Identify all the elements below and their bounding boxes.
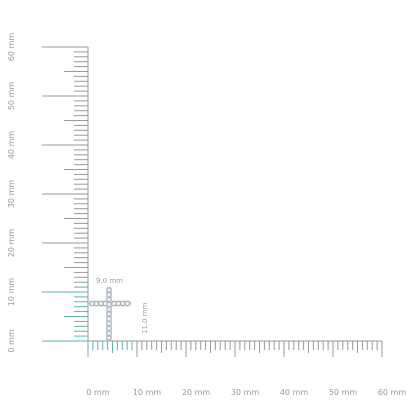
diamond-stone-icon bbox=[106, 325, 112, 331]
horizontal-ruler-label: 30 mm bbox=[231, 388, 260, 397]
product-height-label: 11.0 mm bbox=[141, 302, 149, 334]
diamond-stone-icon bbox=[89, 301, 95, 306]
vertical-ruler-label: 60 mm bbox=[7, 33, 16, 62]
horizontal-ruler-labels: 0 mm 10 mm 20 mm 30 mm 40 mm 50 mm 60 mm bbox=[86, 388, 406, 397]
diamond-stone-icon bbox=[106, 292, 112, 298]
diamond-stone-icon bbox=[116, 301, 121, 306]
horizontal-ruler-label: 0 mm bbox=[86, 388, 109, 397]
horizontal-ruler-label: 60 mm bbox=[378, 388, 407, 397]
vertical-ruler-label: 30 mm bbox=[7, 180, 16, 209]
diamond-stone-icon bbox=[106, 297, 112, 302]
diamond-stone-icon bbox=[106, 330, 112, 336]
vertical-ruler-label: 20 mm bbox=[7, 229, 16, 258]
diamond-stone-icon bbox=[106, 316, 112, 322]
horizontal-ruler-label: 50 mm bbox=[329, 388, 358, 397]
diamond-stone-icon bbox=[120, 301, 126, 306]
vertical-ruler-label: 0 mm bbox=[7, 329, 16, 352]
vertical-ruler-label: 10 mm bbox=[7, 278, 16, 307]
diamond-stone-icon bbox=[124, 301, 130, 306]
diamond-stone-icon bbox=[106, 335, 112, 341]
diamond-stone-icon bbox=[106, 306, 112, 312]
diamond-stone-icon bbox=[111, 301, 117, 306]
product-width-label: 9.0 mm bbox=[96, 277, 123, 285]
diamond-stone-icon bbox=[106, 311, 112, 317]
vertical-ruler-label: 40 mm bbox=[7, 131, 16, 160]
horizontal-ruler-label: 40 mm bbox=[280, 388, 309, 397]
diamond-stone-icon bbox=[106, 321, 112, 326]
horizontal-ruler-label: 10 mm bbox=[133, 388, 162, 397]
horizontal-ruler-ticks bbox=[87, 340, 383, 357]
diamond-stone-icon bbox=[94, 301, 99, 306]
diamond-cross-earring-icon bbox=[88, 286, 132, 342]
diamond-stone-icon bbox=[106, 287, 112, 293]
vertical-ruler-ticks bbox=[42, 46, 89, 342]
diamond-stone-icon bbox=[98, 301, 104, 306]
vertical-ruler-label: 50 mm bbox=[7, 82, 16, 111]
vertical-ruler-labels: 0 mm 10 mm 20 mm 30 mm 40 mm 50 mm 60 mm bbox=[7, 33, 16, 353]
horizontal-ruler-label: 20 mm bbox=[182, 388, 211, 397]
diamond-stone-icon bbox=[102, 301, 108, 306]
